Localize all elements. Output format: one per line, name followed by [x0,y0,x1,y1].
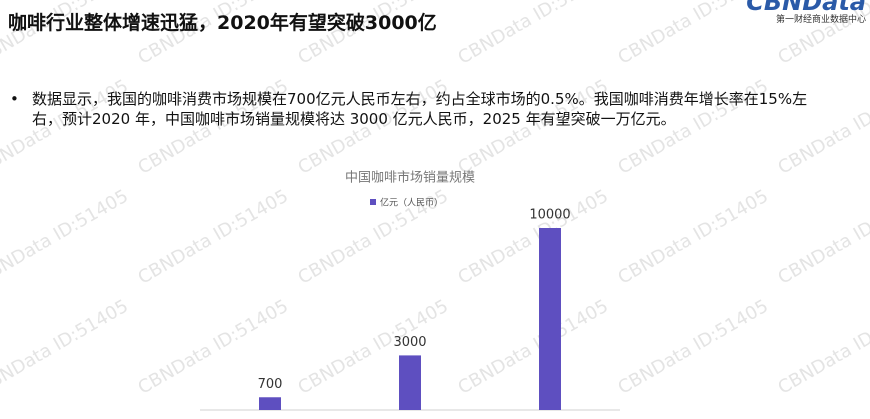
logo-name: CBNData [746,0,866,16]
slide-title: 咖啡行业整体增速迅猛，2020年有望突破3000亿 [8,12,437,34]
watermark: CBNData ID:51405 [295,296,452,399]
watermark: CBNData ID:51405 [455,0,612,69]
bullet-block: • 数据显示，我国的咖啡消费市场规模在700亿元人民币左右，约占全球市场的0.5… [10,89,810,129]
bullet-text: 数据显示，我国的咖啡消费市场规模在700亿元人民币左右，约占全球市场的0.5%。… [32,90,808,128]
logo: CBNData 第一财经商业数据中心 [746,0,866,25]
legend-label: 亿元（人民币） [380,197,443,209]
watermark: CBNData ID:51405 [615,186,772,289]
data-label: 10000 [529,208,570,223]
watermark: CBNData ID:51405 [775,296,870,399]
watermark: CBNData ID:51405 [615,296,772,399]
logo-subtitle: 第一财经商业数据中心 [775,15,866,25]
bar [399,355,421,410]
bullet-dot: • [10,90,19,108]
bar [539,228,561,410]
bar [259,397,281,410]
data-label: 700 [258,377,283,392]
watermark: CBNData ID:51405 [455,186,612,289]
chart-title: 中国咖啡市场销量规模 [345,170,475,186]
watermark: CBNData ID:51405 [455,296,612,399]
legend-swatch [370,199,376,205]
watermark: CBNData ID:51405 [0,186,132,289]
watermark: CBNData ID:51405 [135,186,292,289]
watermark: CBNData ID:51405 [0,296,132,399]
data-label: 3000 [393,335,426,350]
watermark: CBNData ID:51405 [775,186,870,289]
